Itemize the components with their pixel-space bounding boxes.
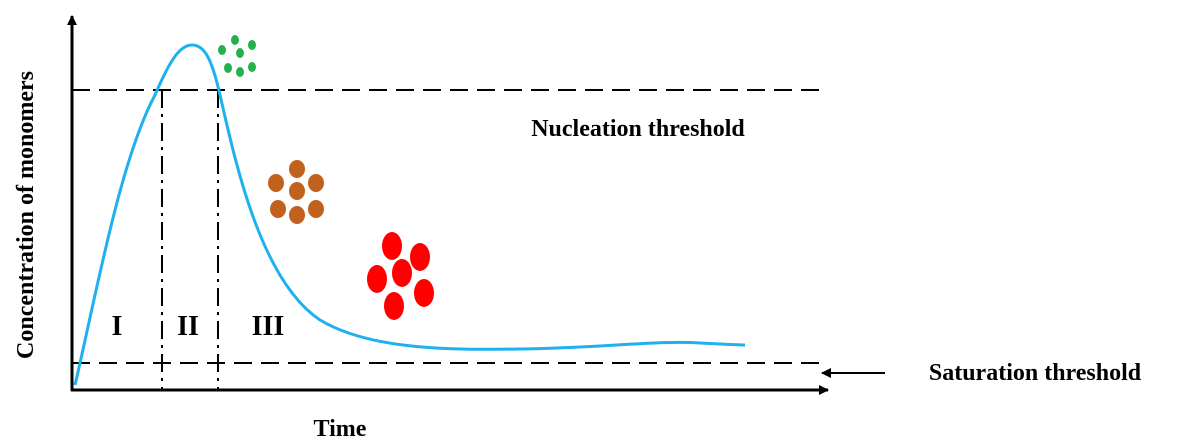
- y-axis-label: Concentration of monomers: [13, 71, 39, 359]
- x-axis-label: Time: [314, 416, 367, 441]
- stage-label: II: [177, 311, 199, 342]
- stage-label: III: [252, 311, 285, 342]
- stage-label: I: [112, 311, 123, 342]
- nuclei-large: [367, 232, 434, 320]
- nucleation-label: Nucleation threshold: [531, 116, 745, 142]
- nuclei-small: [218, 35, 256, 77]
- concentration-curve: [75, 45, 745, 385]
- lamer-diagram: I II III Nucleation threshold Saturation…: [0, 0, 1186, 441]
- saturation-label: Saturation threshold: [929, 360, 1142, 386]
- nuclei-medium: [268, 160, 324, 224]
